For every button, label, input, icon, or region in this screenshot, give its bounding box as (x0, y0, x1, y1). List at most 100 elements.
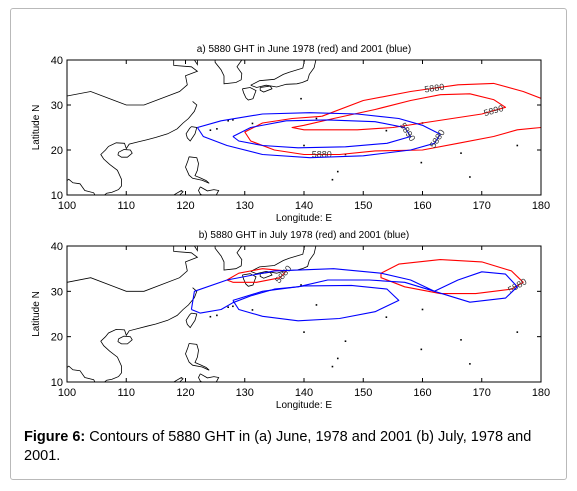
coastline-visayas (198, 186, 220, 195)
islet-mark (420, 161, 423, 164)
contour-series-5 (232, 119, 412, 149)
islet-mark (209, 315, 212, 318)
islet-mark (385, 129, 388, 132)
coastline-palawan (173, 377, 184, 382)
x-tick-label: 140 (295, 387, 313, 399)
x-tick-label: 160 (413, 387, 431, 399)
coastline-palawan (173, 190, 184, 195)
coastline-honshu (250, 246, 317, 275)
islet-mark (344, 153, 347, 156)
islet-mark (227, 119, 229, 122)
coastline-honshu (250, 60, 317, 88)
x-tick-label: 110 (117, 387, 135, 399)
islet-mark (373, 393, 375, 395)
islet-mark (331, 178, 334, 181)
islet-mark (373, 206, 375, 208)
coastline-taiwan (185, 126, 198, 142)
x-tick-label: 150 (354, 200, 372, 212)
islet-mark (216, 128, 218, 130)
islet-mark (216, 314, 218, 317)
x-tick-label: 110 (117, 200, 135, 212)
x-tick-label: 170 (473, 200, 491, 212)
y-tick-label: 20 (51, 145, 63, 157)
panel-title: a) 5880 GHT in June 1978 (red) and 2001 … (197, 44, 411, 55)
islet-mark (385, 316, 388, 318)
islet-mark (251, 309, 254, 311)
islet-mark (300, 284, 302, 286)
coastline-shikoku (259, 85, 273, 93)
coastline-mainland (67, 246, 245, 292)
y-tick-label: 30 (51, 286, 63, 298)
coastline-kyushu (242, 87, 257, 101)
islet-mark (331, 365, 334, 368)
plot-area (67, 60, 541, 195)
y-axis-label: Latitude N (31, 291, 42, 337)
x-tick-label: 160 (413, 200, 431, 212)
caption-text: Contours of 5880 GHT in (a) June, 1978 a… (24, 429, 532, 464)
islet-mark (300, 97, 302, 100)
islet-mark (315, 117, 318, 120)
contour-series-4 (196, 112, 441, 159)
y-axis-label: Latitude N (31, 105, 42, 151)
coastline-hainan (117, 335, 133, 345)
contour-series-1 (380, 259, 524, 295)
islet-mark (251, 122, 254, 125)
islet-mark (336, 357, 339, 360)
x-tick-label: 180 (532, 200, 550, 212)
islet-mark (421, 308, 424, 311)
islet-mark (344, 340, 347, 342)
islet-mark (271, 393, 273, 395)
islet-mark (336, 170, 339, 173)
coastline-layer (67, 246, 519, 395)
x-tick-label: 150 (354, 387, 372, 399)
x-tick-label: 170 (473, 387, 491, 399)
islet-mark (516, 144, 519, 147)
y-tick-label: 30 (51, 100, 63, 112)
islet-mark (232, 305, 234, 308)
x-tick-label: 180 (532, 387, 550, 399)
plot-area (67, 246, 541, 382)
coastline-kyushu (242, 273, 257, 287)
coastline-taiwan (185, 312, 198, 329)
islet-mark (460, 339, 462, 341)
x-tick-label: 100 (58, 387, 76, 399)
coastline-luzon (185, 343, 210, 371)
islet-mark (315, 304, 318, 306)
figure-caption: Figure 6: Contours of 5880 GHT in (a) Ju… (24, 428, 554, 466)
y-tick-label: 20 (51, 332, 63, 344)
coastline-luzon (185, 156, 210, 184)
islet-mark (516, 331, 519, 333)
caption-label: Figure 6: (24, 429, 86, 445)
y-tick-label: 40 (51, 55, 63, 67)
contour-series-3 (190, 268, 518, 314)
coastline-mindanao (206, 194, 209, 195)
islet-mark (227, 306, 229, 308)
contour-series-4 (232, 284, 400, 322)
contour-label: 5880 (424, 82, 445, 95)
islet-mark (232, 119, 234, 121)
coastline-mainland_s (67, 101, 198, 195)
x-tick-label: 130 (236, 387, 254, 399)
contour-series-2 (244, 115, 541, 156)
coastline-mindanao (206, 381, 209, 382)
islet-mark (271, 205, 273, 207)
contour-series-2 (226, 268, 287, 283)
coastline-hainan (117, 149, 133, 158)
islet-mark (303, 144, 305, 147)
coastline-layer (67, 60, 519, 208)
x-axis-label: Longitude: E (276, 213, 332, 224)
coastline-mainland_s (67, 287, 198, 382)
islet-mark (460, 152, 462, 154)
x-tick-label: 120 (176, 387, 194, 399)
islet-mark (469, 363, 471, 365)
islet-mark (303, 331, 305, 333)
contour-series-3 (291, 93, 507, 131)
islet-mark (469, 176, 471, 178)
coastline-visayas (198, 373, 220, 382)
y-tick-label: 40 (51, 241, 63, 253)
islet-mark (420, 348, 423, 351)
y-tick-label: 10 (51, 190, 63, 202)
x-tick-label: 140 (295, 200, 313, 212)
